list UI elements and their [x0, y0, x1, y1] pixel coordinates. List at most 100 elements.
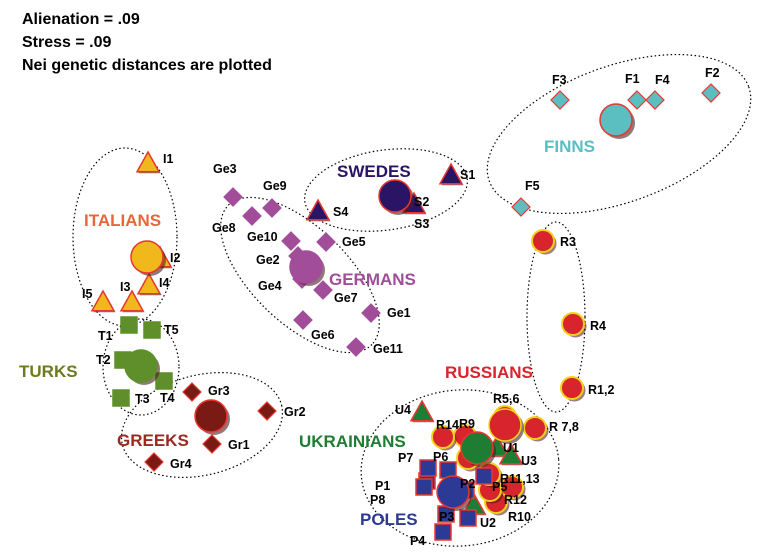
centroid-greeks: [194, 399, 230, 435]
point-label-f3: F3: [552, 73, 567, 87]
header-line-alienation: Alienation = .09: [22, 11, 140, 28]
header-line-stress: Stress = .09: [22, 34, 112, 51]
point-russians-r-7-8: [523, 416, 549, 442]
centroid-russians: [488, 408, 524, 444]
point-russians-r4: [561, 312, 587, 338]
point-label-t2: T2: [96, 353, 111, 367]
point-greeks-gr4: [144, 452, 164, 472]
point-label-s2: S2: [414, 195, 429, 209]
point-germans-ge10: [281, 231, 301, 251]
point-label-t1: T1: [98, 329, 113, 343]
point-label-t5: T5: [164, 323, 179, 337]
point-label-ge4: Ge4: [258, 279, 282, 293]
ellipse-finns: [486, 53, 752, 215]
point-label-gr2: Gr2: [284, 405, 306, 419]
point-germans-ge6: [293, 310, 313, 330]
point-italians-i4: [136, 272, 162, 296]
point-germans-ge11: [346, 337, 366, 357]
point-label-i4: I4: [159, 276, 169, 290]
point-turks-t3: [112, 389, 130, 407]
point-label-r5-6: R5,6: [493, 392, 519, 406]
point-poles-p7: [419, 459, 437, 477]
point-label-t4: T4: [160, 391, 175, 405]
point-swedes-s4: [305, 198, 331, 222]
point-italians-i1: [135, 150, 161, 174]
point-label-r1-2: R1,2: [588, 383, 614, 397]
point-label-i2: I2: [170, 251, 180, 265]
point-label-r12: R12: [504, 493, 527, 507]
point-finns-f1: [627, 90, 647, 110]
point-poles-p4: [434, 523, 452, 541]
point-finns-f4: [645, 90, 665, 110]
point-label-r11-13: R11,13: [500, 472, 540, 486]
point-greeks-gr1: [202, 434, 222, 454]
point-germans-ge3: [223, 187, 243, 207]
group-label-greeks: GREEKS: [117, 431, 189, 450]
point-germans-ge9: [262, 198, 282, 218]
point-label-p5: P5: [492, 480, 507, 494]
point-italians-i5: [90, 289, 116, 313]
ellipse-swedes: [304, 148, 468, 232]
point-label-r4: R4: [590, 319, 606, 333]
point-label-ge9: Ge9: [263, 179, 287, 193]
point-germans-ge1: [361, 303, 381, 323]
point-label-ge5: Ge5: [342, 235, 366, 249]
point-swedes-s1: [438, 162, 464, 186]
cluster-ellipses: [72, 53, 752, 547]
point-label-gr1: Gr1: [228, 438, 250, 452]
point-label-gr4: Gr4: [170, 457, 192, 471]
point-label-t3: T3: [135, 392, 150, 406]
ellipse-russians-vertical: [526, 221, 586, 413]
point-label-ge1: Ge1: [387, 306, 411, 320]
point-label-u4: U4: [395, 403, 411, 417]
point-poles-pt66: [459, 509, 477, 527]
point-label-ge10: Ge10: [247, 230, 278, 244]
point-finns-f5: [511, 197, 531, 217]
point-label-s4: S4: [333, 205, 348, 219]
point-russians-r14: [431, 425, 457, 451]
point-label-p3: P3: [439, 510, 454, 524]
group-labels: FINNS SWEDES GERMANS ITALIANS TURKS GREE…: [19, 137, 595, 529]
point-label-ge2: Ge2: [256, 253, 280, 267]
centroid-swedes: [378, 179, 414, 215]
point-finns-f3: [550, 90, 570, 110]
group-label-finns: FINNS: [544, 137, 595, 156]
group-label-poles: POLES: [360, 510, 418, 529]
ellipse-greeks: [120, 371, 284, 479]
point-label-f2: F2: [705, 66, 720, 80]
point-germans-ge7: [313, 280, 333, 300]
point-germans-ge8: [242, 206, 262, 226]
point-poles-p5: [475, 467, 493, 485]
centroid-poles: [436, 475, 472, 511]
point-greeks-gr3: [182, 382, 202, 402]
point-label-ge11: Ge11: [373, 342, 403, 356]
group-label-ukrainians: UKRAINIANS: [299, 432, 406, 451]
centroid-finns: [599, 103, 635, 139]
point-germans-ge5: [316, 232, 336, 252]
point-label-p8: P8: [370, 493, 385, 507]
centroid-italians: [130, 240, 166, 276]
point-label-u3: U3: [521, 454, 537, 468]
point-ukrainians-u4: [409, 399, 435, 423]
chart-title: Nei genetic distances are plotted: [22, 57, 272, 74]
chart-header: Alienation = .09 Stress = .09 Nei geneti…: [22, 11, 272, 74]
ellipse-turks: [102, 318, 180, 416]
point-label-ge7: Ge7: [334, 291, 358, 305]
point-ukrainians-u3: [498, 442, 524, 466]
ellipse-germans: [220, 196, 380, 354]
point-label-f4: F4: [655, 73, 670, 87]
point-turks-t5: [143, 321, 161, 339]
point-label-r3: R3: [560, 235, 576, 249]
point-label-s1: S1: [460, 168, 475, 182]
point-label-p7: P7: [398, 451, 413, 465]
point-label-u1: U1: [503, 441, 519, 455]
point-poles-p8: [415, 478, 433, 496]
point-label-ge8: Ge8: [212, 221, 236, 235]
point-russians-r1-2: [560, 376, 586, 402]
ellipse-east-slavs: [360, 389, 560, 547]
centroid-ukrainians: [460, 431, 496, 467]
point-italians-i3: [119, 289, 145, 313]
point-label-r9: R9: [459, 417, 475, 431]
point-label-i3: I3: [120, 280, 130, 294]
